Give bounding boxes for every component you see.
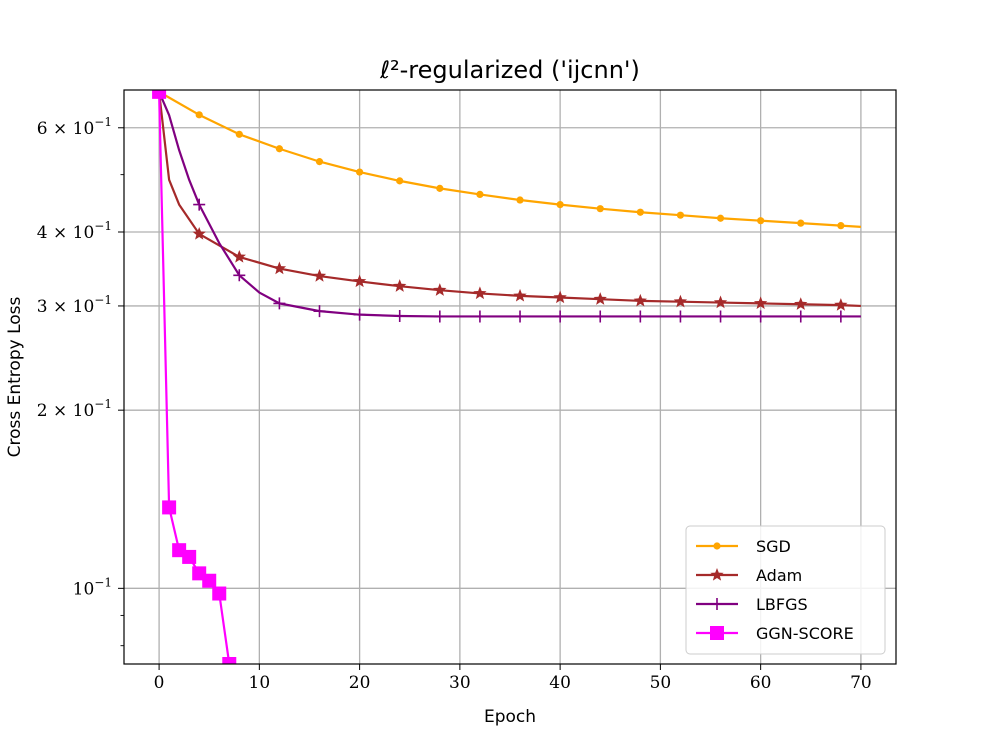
y-tick-label: 2 × 10−1 xyxy=(37,397,112,421)
legend-label-lbfgs: LBFGS xyxy=(756,595,808,614)
data-point-sgd xyxy=(516,196,524,204)
data-point-adam xyxy=(753,296,768,310)
y-tick-label: 4 × 10−1 xyxy=(37,219,112,243)
y-tick-label: 10−1 xyxy=(73,575,112,599)
legend-entry-lbfgs: LBFGS xyxy=(696,595,808,614)
data-point-ggn-score xyxy=(182,549,197,564)
data-point-sgd xyxy=(676,211,685,219)
legend: SGD Adam LBFGS GGN-SCORE xyxy=(685,525,886,655)
data-point-sgd xyxy=(636,208,644,216)
x-tick-label: 70 xyxy=(850,673,872,693)
legend-marker-lbfgs xyxy=(711,598,723,610)
legend-marker-sgd xyxy=(713,542,721,550)
data-point-sgd xyxy=(757,217,765,225)
x-tick-label: 0 xyxy=(154,673,165,693)
y-tick-label: 3 × 10−1 xyxy=(37,293,112,317)
data-point-lbfgs xyxy=(193,198,206,211)
data-point-ggn-score xyxy=(152,90,167,99)
legend-box xyxy=(685,525,886,655)
y-axis-label: Cross Entropy Loss xyxy=(5,296,25,457)
data-point-lbfgs xyxy=(514,310,527,323)
x-tick-label: 10 xyxy=(249,673,271,693)
data-point-ggn-score xyxy=(202,573,217,588)
legend-marker-adam xyxy=(710,568,724,581)
data-point-lbfgs xyxy=(594,310,607,323)
series-ggn-score xyxy=(152,90,237,664)
data-point-adam xyxy=(834,298,848,311)
y-tick-label: 6 × 10−1 xyxy=(37,115,112,139)
data-point-sgd xyxy=(837,222,845,230)
data-point-adam xyxy=(272,261,287,275)
data-point-adam xyxy=(713,295,728,309)
data-point-lbfgs xyxy=(794,310,807,323)
data-point-lbfgs xyxy=(834,310,847,323)
data-point-sgd xyxy=(275,145,284,153)
legend-label-sgd: SGD xyxy=(756,537,791,556)
data-point-sgd xyxy=(356,168,364,176)
x-tick-label: 30 xyxy=(449,673,471,693)
data-point-ggn-score xyxy=(222,657,237,664)
x-axis-label: Epoch xyxy=(484,707,536,727)
data-point-sgd xyxy=(556,200,564,209)
x-tick-label: 50 xyxy=(650,673,672,693)
data-point-sgd xyxy=(396,177,404,185)
data-point-lbfgs xyxy=(634,310,647,323)
data-point-sgd xyxy=(195,111,203,119)
data-point-ggn-score xyxy=(162,500,177,515)
data-point-adam xyxy=(232,249,246,263)
data-point-lbfgs xyxy=(754,310,767,323)
x-tick-label: 20 xyxy=(349,673,371,693)
data-point-adam xyxy=(192,226,206,240)
data-point-lbfgs xyxy=(433,310,446,323)
plot-frame xyxy=(123,89,897,665)
data-point-adam xyxy=(433,283,447,296)
data-point-adam xyxy=(794,297,808,310)
series-line-lbfgs xyxy=(158,91,861,318)
data-point-sgd xyxy=(476,190,484,199)
legend-entry-sgd: SGD xyxy=(696,537,791,556)
legend-entry-adam: Adam xyxy=(696,566,802,585)
data-point-lbfgs xyxy=(714,310,727,323)
data-point-lbfgs xyxy=(473,310,486,323)
data-point-adam xyxy=(593,292,607,305)
legend-label-adam: Adam xyxy=(756,566,802,585)
x-tick-label: 40 xyxy=(549,673,571,693)
data-point-adam xyxy=(393,279,407,292)
data-point-lbfgs xyxy=(554,310,567,323)
data-point-sgd xyxy=(716,214,725,222)
data-point-adam xyxy=(352,274,367,288)
grid-lines xyxy=(124,90,896,664)
data-point-sgd xyxy=(797,219,805,227)
data-point-sgd xyxy=(436,184,444,192)
series-layer xyxy=(152,90,861,664)
legend-marker-ggn-score xyxy=(710,626,724,640)
data-point-lbfgs xyxy=(393,309,406,322)
data-point-sgd xyxy=(235,130,243,138)
axis-ticks: 0 10 20 30 40 50 60 70 10−1 2 × 10−1 3 × 10−1 4 × 1… xyxy=(37,115,872,693)
data-point-lbfgs xyxy=(674,310,687,323)
data-point-adam xyxy=(553,290,567,304)
data-point-adam xyxy=(633,293,647,307)
legend-entry-ggn-score: GGN-SCORE xyxy=(696,624,854,643)
data-point-adam xyxy=(513,288,527,302)
x-tick-label: 60 xyxy=(750,673,772,693)
series-sgd xyxy=(155,90,861,230)
data-point-ggn-score xyxy=(212,586,227,601)
data-point-lbfgs xyxy=(273,297,286,310)
data-point-adam xyxy=(312,269,327,282)
legend-label-ggn-score: GGN-SCORE xyxy=(756,624,854,643)
data-point-lbfgs xyxy=(353,308,366,321)
series-lbfgs xyxy=(153,90,861,323)
chart-title: ℓ²-regularized ('ijcnn') xyxy=(379,56,640,84)
data-point-lbfgs xyxy=(313,305,326,318)
data-point-adam xyxy=(473,286,487,300)
data-point-sgd xyxy=(315,158,324,166)
data-point-sgd xyxy=(596,205,604,213)
data-point-lbfgs xyxy=(233,269,246,282)
data-point-adam xyxy=(673,294,688,308)
